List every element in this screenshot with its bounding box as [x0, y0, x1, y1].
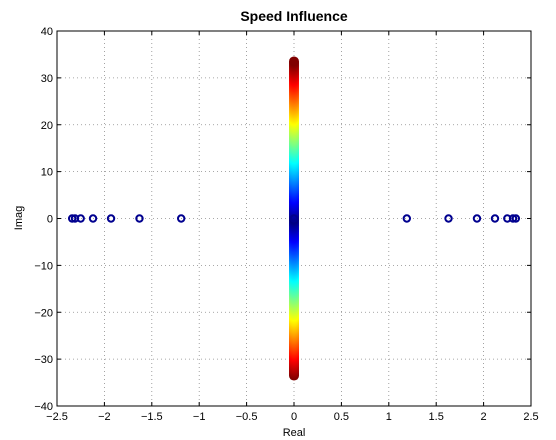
y-tick-label: −30	[34, 354, 53, 366]
pole-point	[76, 214, 85, 223]
x-tick-labels: −2.5 −2 −1.5 −1 −0.5 0 0.5 1 1.5 2 2.5	[46, 411, 539, 423]
pole-point	[289, 214, 299, 223]
x-tick-label: −2	[98, 411, 111, 423]
y-tick-labels: −40 −30 −20 −10 0 10 20 30 40	[34, 26, 53, 413]
pole-point	[402, 214, 412, 223]
pole-point	[106, 214, 116, 223]
x-tick-label: 1.5	[429, 411, 444, 423]
x-axis-label: Real	[283, 427, 306, 439]
y-tick-label: 0	[47, 214, 53, 226]
y-tick-label: −40	[34, 401, 53, 413]
x-tick-label: −0.5	[236, 411, 258, 423]
y-tick-label: 30	[41, 73, 53, 85]
pole-point	[444, 214, 453, 223]
x-tick-label: −1.5	[141, 411, 163, 423]
x-tick-label: 0.5	[334, 411, 349, 423]
pole-point	[508, 214, 518, 223]
pole-point	[135, 214, 144, 223]
y-tick-label: 40	[41, 26, 53, 38]
x-tick-label: −1	[193, 411, 206, 423]
pole-point	[511, 214, 521, 223]
pole-point	[67, 214, 77, 223]
plot-frame	[56, 30, 532, 407]
y-axis-label: Imag	[13, 206, 25, 230]
y-tick-label: −20	[34, 307, 53, 319]
y-tick-label: 10	[41, 167, 53, 179]
x-tick-label: 0	[291, 411, 297, 423]
y-tick-label: 20	[41, 120, 53, 132]
y-tick-label: −10	[34, 260, 53, 272]
x-tick-label: −2.5	[46, 411, 68, 423]
pole-point	[176, 214, 186, 223]
x-tick-label: 2	[481, 411, 487, 423]
eigenvalue-band	[289, 56, 299, 381]
pole-point	[472, 214, 482, 223]
x-tick-label: 1	[386, 411, 392, 423]
pole-markers	[67, 214, 521, 223]
chart-title: Speed Influence	[240, 8, 348, 24]
pole-point	[490, 214, 500, 223]
band-point	[289, 56, 299, 67]
x-tick-label: 2.5	[523, 411, 538, 423]
pole-point	[88, 214, 98, 223]
